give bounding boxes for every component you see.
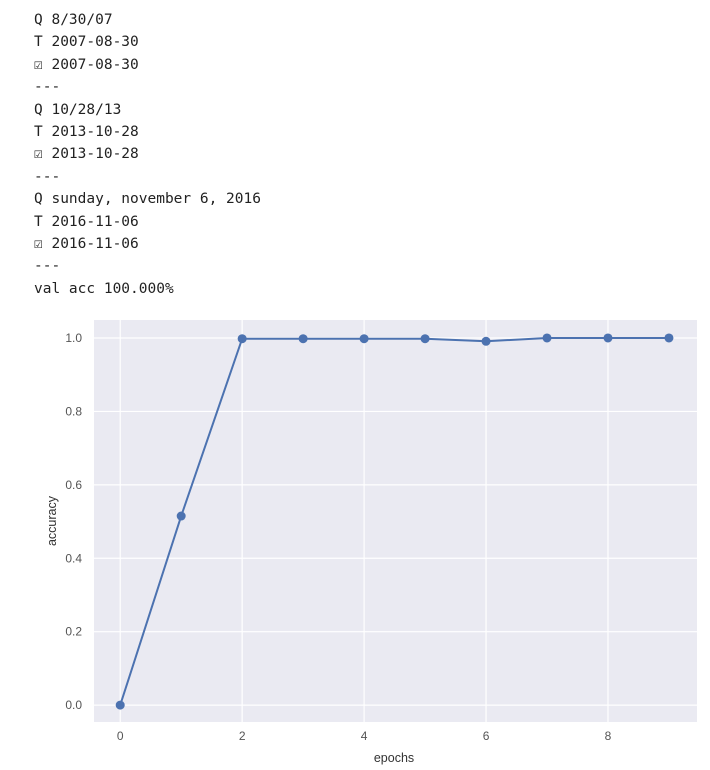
y-tick-label: 1.0 bbox=[65, 331, 82, 345]
output-line: Q 8/30/07 bbox=[34, 12, 113, 28]
x-tick-label: 0 bbox=[117, 729, 124, 743]
output-line: --- bbox=[34, 168, 61, 185]
output-line: --- bbox=[34, 258, 61, 275]
x-tick-label: 8 bbox=[605, 729, 612, 743]
y-axis-label: accuracy bbox=[45, 495, 59, 546]
x-tick-label: 6 bbox=[483, 729, 490, 743]
output-line: T 2007-08-30 bbox=[34, 34, 139, 51]
data-point bbox=[115, 700, 125, 710]
x-tick-label: 2 bbox=[239, 729, 246, 743]
output-line: ☑ 2007-08-30 bbox=[34, 56, 139, 73]
y-tick-label: 0.8 bbox=[65, 404, 82, 418]
output-line: ☑ 2016-11-06 bbox=[34, 235, 139, 252]
data-point bbox=[481, 336, 491, 346]
output-line: T 2013-10-28 bbox=[34, 123, 139, 140]
data-point bbox=[237, 334, 247, 344]
data-point bbox=[603, 333, 613, 343]
y-tick-label: 0.0 bbox=[65, 698, 82, 712]
y-tick-label: 0.6 bbox=[65, 478, 82, 492]
data-point bbox=[298, 334, 308, 344]
y-tick-label: 0.2 bbox=[65, 625, 82, 639]
data-point bbox=[664, 333, 674, 343]
output-line: val acc 100.000% bbox=[34, 280, 174, 297]
plot-area bbox=[94, 320, 697, 722]
output-line: Q sunday, november 6, 2016 bbox=[34, 191, 261, 208]
output-line: ☑ 2013-10-28 bbox=[34, 146, 139, 163]
data-point bbox=[176, 511, 186, 521]
x-tick-label: 4 bbox=[361, 729, 368, 743]
data-point bbox=[359, 334, 369, 344]
output-line: T 2016-11-06 bbox=[34, 213, 139, 230]
cell-output-text: Q 8/30/07 T 2007-08-30 ☑ 2007-08-30 --- Q 10… bbox=[34, 9, 261, 300]
y-tick-label: 0.4 bbox=[65, 551, 82, 565]
data-point bbox=[420, 334, 430, 344]
x-axis-label: epochs bbox=[374, 751, 414, 765]
output-line: Q 10/28/13 bbox=[34, 101, 122, 118]
output-line: --- bbox=[34, 79, 61, 96]
series-line bbox=[119, 336, 669, 706]
data-point bbox=[542, 333, 552, 343]
